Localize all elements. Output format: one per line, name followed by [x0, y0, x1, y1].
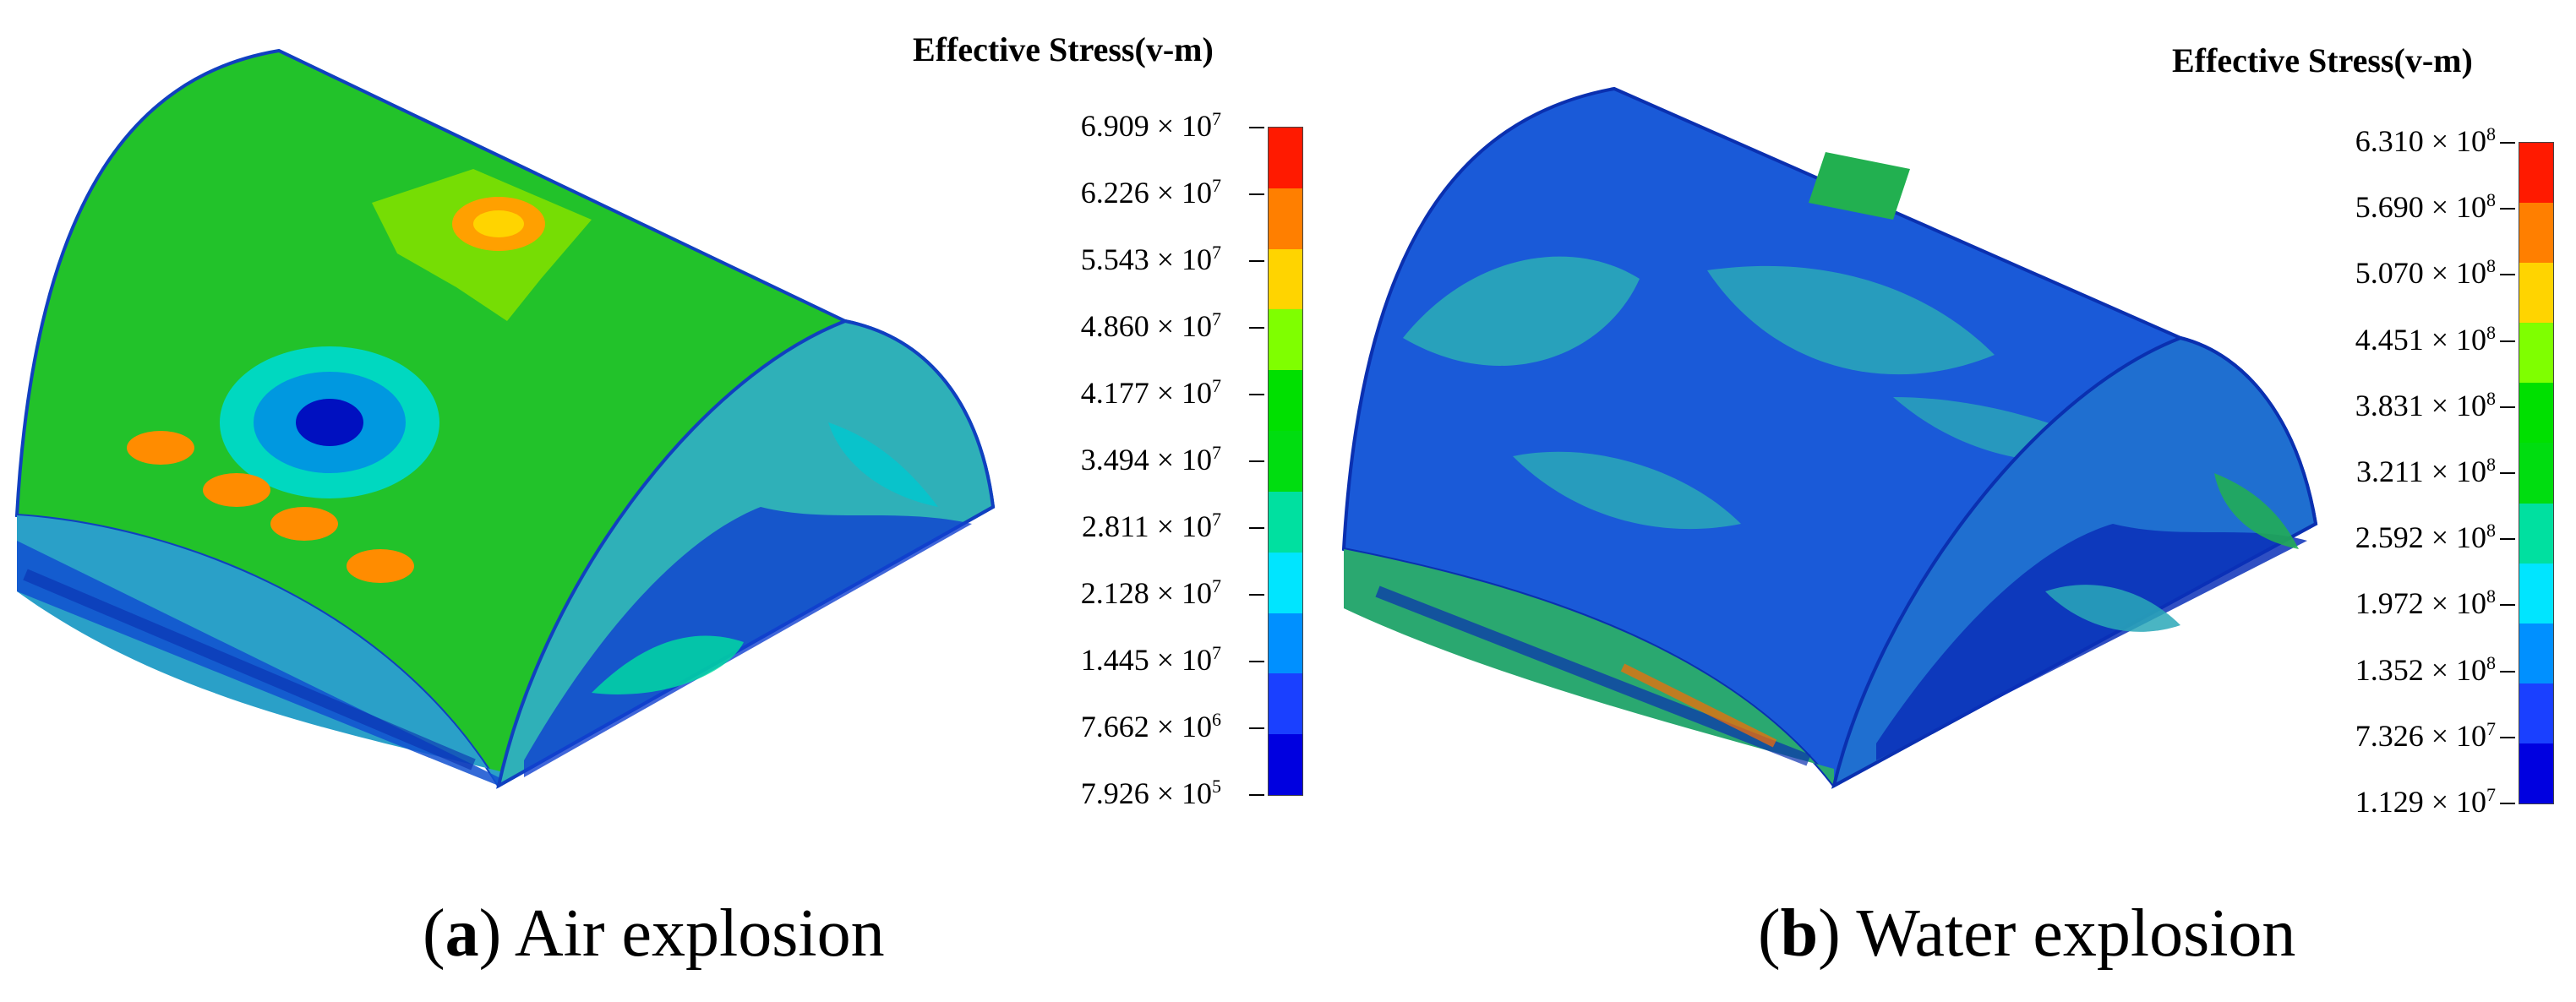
colorbar-segment — [1269, 128, 1302, 188]
colorbar-tick-label: 3.831 × 108 — [2355, 387, 2496, 422]
colorbar-segment — [2519, 143, 2553, 204]
colorbar-segment — [1269, 370, 1302, 432]
colorbar-tick-label: 6.909 × 107 — [1080, 108, 1221, 143]
colorbar-segment — [2519, 383, 2553, 444]
panel-water-explosion: Effective Stress(v-m) 6.310 × 108 5.690 ×… — [1302, 0, 2576, 1002]
colorbar-segment — [1269, 431, 1302, 492]
colorbar-tick-label: 3.494 × 107 — [1080, 442, 1221, 476]
colorbar-tick-label: 4.860 × 107 — [1080, 308, 1221, 343]
air-explosion-stress-model — [14, 48, 996, 789]
colorbar-tick-mark — [1249, 327, 1264, 329]
colorbar-tick-label: 2.128 × 107 — [1080, 575, 1221, 610]
colorbar-tick-label: 5.070 × 108 — [2355, 255, 2496, 291]
colorbar-tick-label: 1.129 × 107 — [2355, 784, 2496, 819]
caption-letter: a — [445, 896, 479, 971]
colorbar-segment — [1269, 613, 1302, 674]
colorbar-tick-mark — [2500, 472, 2515, 474]
colorbar-tick-label: 1.352 × 108 — [2355, 651, 2496, 687]
colorbar-tick-label: 7.926 × 105 — [1080, 776, 1221, 810]
colorbar-tick-mark — [1249, 193, 1264, 195]
colorbar-tick-label: 6.226 × 107 — [1080, 175, 1221, 210]
caption-letter: b — [1780, 896, 1819, 971]
colorbar-tick-mark — [1249, 460, 1264, 462]
colorbar-tick-label: 7.326 × 107 — [2355, 717, 2496, 753]
colorbar-segment — [1269, 491, 1302, 553]
caption-a: (a) Air explosion — [423, 896, 885, 971]
colorbar-segment — [2519, 743, 2553, 804]
colorbar — [2519, 142, 2554, 804]
panel-air-explosion: Effective Stress(v-m) 6.909 × 107 6.226 ×… — [14, 30, 1303, 971]
colorbar-segment — [1269, 188, 1302, 249]
colorbar-tick-label: 1.445 × 107 — [1080, 642, 1221, 677]
colorbar-tick-mark — [1249, 794, 1264, 796]
colorbar-tick-mark — [2500, 803, 2515, 804]
colorbar-tick-mark — [2500, 340, 2515, 342]
colorbar-tick-mark — [1249, 661, 1264, 662]
colorbar-segment — [1269, 552, 1302, 613]
colorbar-tick-label: 5.690 × 108 — [2355, 189, 2496, 225]
colorbar — [1268, 127, 1303, 796]
colorbar-tick-mark — [2500, 538, 2515, 541]
caption-text: Air explosion — [514, 896, 885, 971]
colorbar-tick-label: 6.310 × 108 — [2355, 123, 2496, 158]
colorbar-tick-label: 5.543 × 107 — [1080, 242, 1221, 276]
caption-text: Water explosion — [1856, 896, 2296, 971]
colorbar-tick-mark — [1249, 727, 1264, 729]
colorbar-tick-mark — [2500, 142, 2515, 144]
colorbar-tick-mark — [1249, 594, 1264, 596]
caption-b: (b) Water explosion — [1758, 896, 2296, 971]
colorbar-segment — [1269, 309, 1302, 371]
colorbar-tick-mark — [2500, 274, 2515, 276]
colorbar-segment — [2519, 683, 2553, 743]
colorbar-tick-label: 4.177 × 107 — [1080, 375, 1221, 410]
colorbar-tick-mark — [2500, 406, 2515, 408]
water-explosion-stress-model — [1341, 86, 2318, 789]
colorbar-tick-mark — [1249, 260, 1264, 262]
colorbar-segment — [1269, 248, 1302, 310]
colorbar-segment — [2519, 323, 2553, 384]
colorbar-segment — [2519, 623, 2553, 683]
colorbar-segment — [2519, 263, 2553, 324]
colorbar-tick-mark — [2500, 670, 2515, 673]
colorbar-tick-mark — [1249, 394, 1264, 395]
colorbar-tick-mark — [2500, 208, 2515, 210]
colorbar-tick-mark — [1249, 127, 1264, 128]
colorbar-segment — [2519, 503, 2553, 564]
colorbar-tick-mark — [2500, 604, 2515, 607]
colorbar-tick-label: 3.211 × 108 — [2356, 454, 2496, 488]
colorbar-tick-label: 4.451 × 108 — [2355, 321, 2496, 357]
colorbar-segment — [1269, 734, 1302, 795]
colorbar-segment — [2519, 443, 2553, 504]
colorbar-tick-label: 2.592 × 108 — [2355, 520, 2496, 555]
colorbar-segment — [2519, 203, 2553, 264]
colorbar-tick-mark — [1249, 527, 1264, 529]
legend-title: Effective Stress(v-m) — [913, 30, 1214, 68]
colorbar-segment — [1269, 673, 1302, 735]
colorbar-segment — [2519, 563, 2553, 624]
colorbar-tick-label: 1.972 × 108 — [2355, 585, 2496, 621]
legend-title: Effective Stress(v-m) — [2172, 41, 2473, 79]
colorbar-tick-label: 2.811 × 107 — [1082, 509, 1221, 543]
colorbar-tick-mark — [2500, 736, 2515, 738]
colorbar-tick-label: 7.662 × 106 — [1080, 709, 1221, 743]
